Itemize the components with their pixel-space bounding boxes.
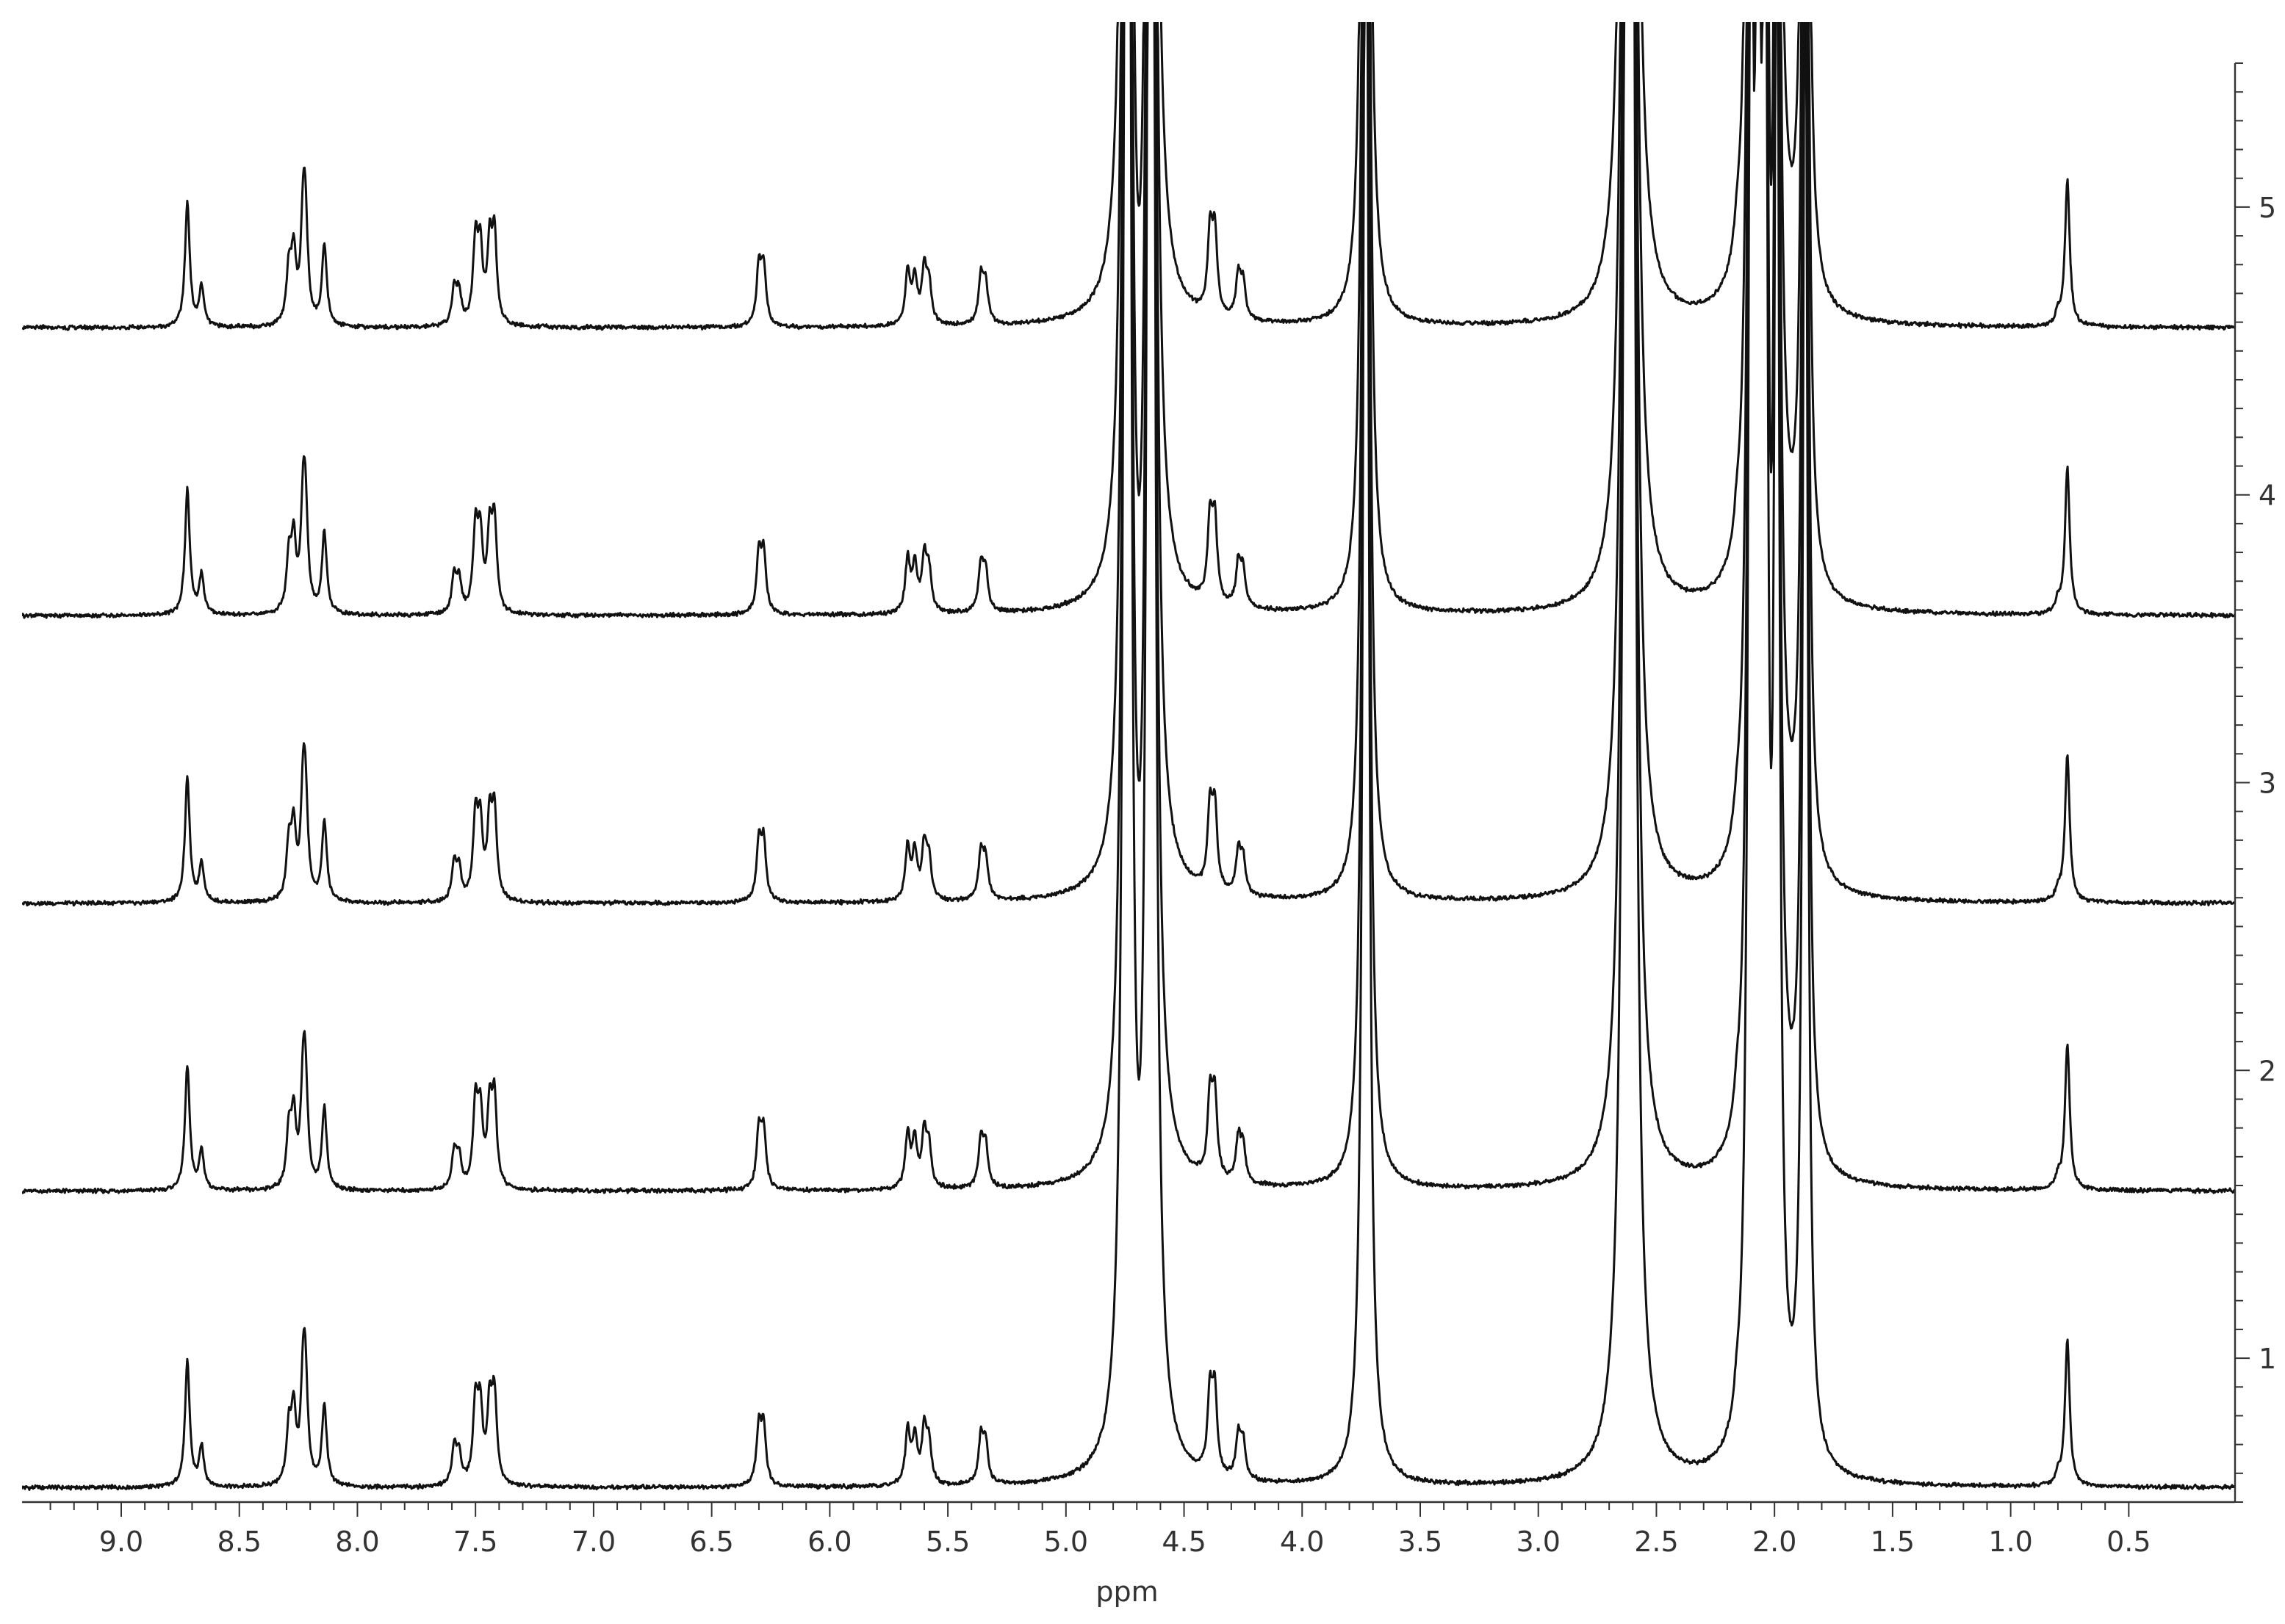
- x-axis-ticks: 9.0 8.5 8.0 7.5 7.0 6.5 6.0 5.5 5.0 4.5 4.0 3.5 3.0 2…: [49, 1502, 2151, 1558]
- x-tick-label: 2.5: [1634, 1526, 1678, 1558]
- x-tick-label: 7.5: [453, 1526, 497, 1558]
- y-axis-ticks: 1 2 3 4 5: [2235, 62, 2276, 1503]
- x-tick-label: 8.0: [335, 1526, 379, 1558]
- x-tick-label: 8.5: [217, 1526, 262, 1558]
- x-tick-label: 3.5: [1398, 1526, 1442, 1558]
- x-tick-label: 5.0: [1044, 1526, 1088, 1558]
- x-tick-label: 4.5: [1162, 1526, 1206, 1558]
- y-tick-label: 1: [2259, 1343, 2276, 1375]
- y-tick-label: 3: [2259, 768, 2276, 800]
- x-tick-label: 4.0: [1280, 1526, 1324, 1558]
- y-tick-label: 5: [2259, 192, 2276, 224]
- x-tick-label: 6.0: [807, 1526, 852, 1558]
- y-tick-label: 4: [2259, 480, 2276, 512]
- x-tick-label: 2.0: [1752, 1526, 1796, 1558]
- spectrum-trace-2: [22, 22, 2235, 1194]
- x-tick-label: 6.5: [689, 1526, 733, 1558]
- x-tick-label: 1.5: [1871, 1526, 1915, 1558]
- spectrum-trace-4: [22, 22, 2235, 619]
- x-axis-label: ppm: [1095, 1576, 1158, 1608]
- spectrum-trace-5: [22, 22, 2235, 331]
- spectrum-trace-3: [22, 22, 2235, 907]
- x-tick-label: 0.5: [2106, 1526, 2151, 1558]
- x-tick-label: 9.0: [99, 1526, 143, 1558]
- x-tick-label: 1.0: [1988, 1526, 2032, 1558]
- spectra-traces: [22, 22, 2235, 1491]
- y-tick-label: 2: [2259, 1055, 2276, 1087]
- x-tick-label: 7.0: [572, 1526, 616, 1558]
- spectrum-trace-1: [22, 22, 2235, 1491]
- x-tick-label: 3.0: [1516, 1526, 1560, 1558]
- x-tick-label: 5.5: [926, 1526, 970, 1558]
